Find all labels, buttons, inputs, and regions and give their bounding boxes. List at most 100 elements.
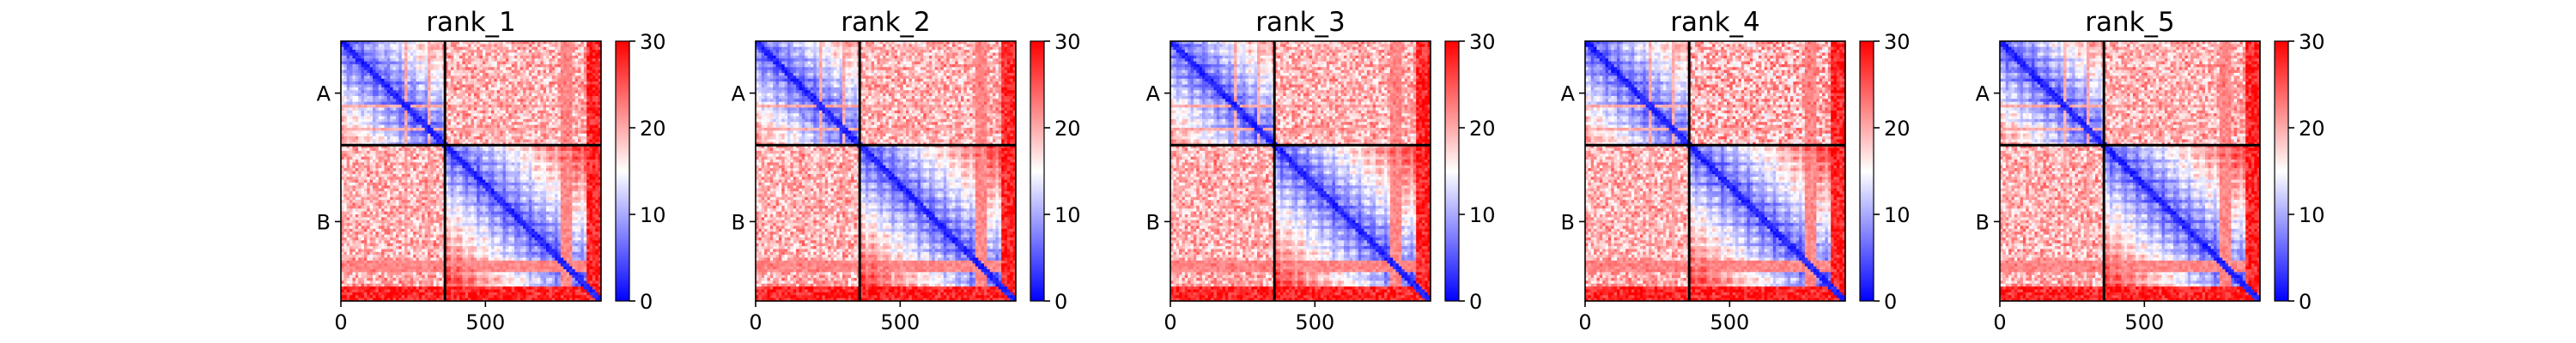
heatmap-cell — [465, 81, 469, 85]
heatmap-cell — [471, 111, 475, 114]
heatmap-cell — [523, 119, 526, 123]
heatmap-cell — [416, 52, 420, 56]
heatmap-cell — [373, 159, 376, 163]
heatmap-cell — [352, 125, 355, 129]
heatmap-cell — [558, 107, 562, 111]
heatmap-cell — [381, 56, 385, 59]
heatmap-cell — [529, 56, 532, 59]
heatmap-cell — [347, 87, 350, 91]
heatmap-cell — [584, 96, 587, 99]
heatmap-cell — [485, 50, 489, 53]
heatmap-cell — [387, 122, 391, 125]
heatmap-cell — [592, 148, 596, 152]
heatmap-cell — [575, 62, 579, 65]
heatmap-cell — [343, 128, 347, 131]
heatmap-cell — [514, 159, 518, 163]
heatmap-cell — [459, 75, 463, 79]
heatmap-cell — [546, 148, 550, 152]
heatmap-cell — [404, 50, 408, 53]
heatmap-cell — [474, 62, 477, 65]
heatmap-cell — [523, 136, 526, 140]
heatmap-cell — [563, 105, 567, 108]
heatmap-cell — [404, 56, 408, 59]
heatmap-cell — [489, 151, 492, 154]
heatmap-cell — [413, 56, 416, 59]
heatmap-cell — [407, 58, 410, 62]
heatmap-cell — [569, 70, 573, 74]
heatmap-cell — [508, 81, 512, 85]
heatmap-cell — [457, 153, 460, 157]
heatmap-cell — [347, 56, 350, 59]
heatmap-cell — [514, 165, 518, 169]
heatmap-cell — [459, 93, 463, 97]
heatmap-cell — [387, 102, 391, 105]
heatmap-cell — [471, 130, 475, 134]
heatmap-cell — [343, 105, 347, 108]
heatmap-cell — [474, 47, 477, 51]
heatmap-cell — [535, 73, 538, 76]
heatmap-cell — [390, 159, 393, 163]
heatmap-cell — [381, 81, 385, 85]
heatmap-cell — [381, 93, 385, 97]
heatmap-cell — [364, 79, 368, 82]
heatmap-cell — [546, 102, 550, 105]
heatmap-cell — [561, 67, 564, 70]
heatmap-cell — [430, 99, 434, 102]
heatmap-cell — [402, 79, 405, 82]
heatmap-cell — [544, 148, 547, 152]
heatmap-cell — [485, 159, 489, 163]
heatmap-cell — [459, 151, 463, 154]
heatmap-cell — [465, 96, 469, 99]
heatmap-cell — [349, 73, 353, 76]
heatmap-cell — [503, 162, 507, 165]
heatmap-cell — [430, 105, 434, 108]
heatmap-cell — [567, 96, 570, 99]
heatmap-cell — [584, 151, 587, 154]
heatmap-cell — [552, 151, 556, 154]
heatmap-cell — [390, 168, 393, 172]
heatmap-cell — [480, 159, 483, 163]
heatmap-cell — [373, 125, 376, 129]
heatmap-cell — [451, 47, 454, 51]
heatmap-cell — [373, 52, 376, 56]
heatmap-cell — [430, 151, 434, 154]
heatmap-cell — [448, 162, 452, 165]
heatmap-cell — [506, 56, 509, 59]
heatmap-cell — [489, 56, 492, 59]
heatmap-cell — [538, 134, 541, 137]
heatmap-cell — [503, 125, 507, 129]
heatmap-cell — [367, 70, 370, 74]
heatmap-cell — [497, 70, 501, 74]
heatmap-cell — [552, 47, 556, 51]
heatmap-cell — [474, 130, 477, 134]
heatmap-cell — [535, 122, 538, 125]
heatmap-cell — [396, 64, 399, 68]
heatmap-cell — [390, 153, 393, 157]
heatmap-cell — [538, 136, 541, 140]
heatmap-cell — [471, 122, 475, 125]
heatmap-cell — [489, 96, 492, 99]
heatmap-cell — [561, 52, 564, 56]
heatmap-cell — [590, 151, 593, 154]
heatmap-cell — [402, 130, 405, 134]
heatmap-cell — [558, 102, 562, 105]
heatmap-cell — [512, 67, 515, 70]
heatmap-cell — [379, 153, 382, 157]
heatmap-cell — [489, 70, 492, 74]
heatmap-cell — [508, 44, 512, 47]
heatmap-cell — [517, 117, 520, 120]
heatmap-cell — [453, 136, 457, 140]
heatmap-cell — [584, 52, 587, 56]
heatmap-cell — [569, 85, 573, 88]
heatmap-cell — [385, 75, 388, 79]
heatmap-cell — [462, 58, 465, 62]
heatmap-cell — [503, 136, 507, 140]
heatmap-cell — [428, 44, 431, 47]
heatmap-cell — [402, 162, 405, 165]
heatmap-cell — [402, 90, 405, 93]
heatmap-cell — [396, 162, 399, 165]
heatmap-cell — [500, 136, 503, 140]
heatmap-cell — [349, 87, 353, 91]
heatmap-cell — [500, 70, 503, 74]
heatmap-cell — [381, 148, 385, 152]
